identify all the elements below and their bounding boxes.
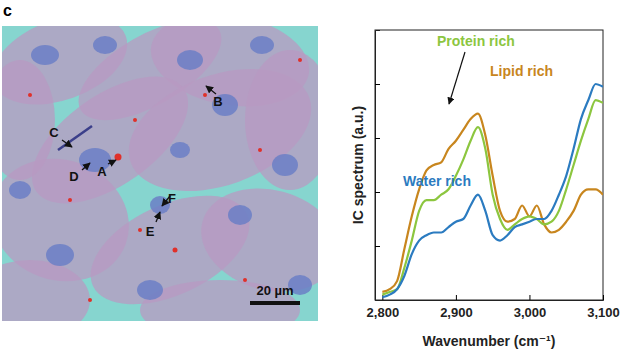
x-tick-label: 2,900	[440, 305, 473, 320]
scale-bar	[250, 301, 300, 305]
series-label-arrow	[449, 52, 465, 104]
fiber	[58, 126, 92, 150]
lipid-droplet	[133, 118, 137, 122]
plot-frame	[375, 30, 603, 300]
label-arrow	[206, 86, 216, 94]
x-axis-line	[376, 295, 604, 301]
series-label: Protein rich	[437, 33, 515, 49]
image-label: C	[49, 125, 59, 140]
nucleus	[137, 280, 163, 300]
x-axis: 2,800 2,900 3,000 3,100	[367, 295, 620, 320]
x-tick-label: 2,800	[367, 305, 400, 320]
scale-bar-label: 20 µm	[256, 283, 293, 298]
nucleus	[93, 36, 117, 54]
label-arrow	[108, 160, 116, 164]
lipid-droplet	[258, 148, 262, 152]
lipid-droplet	[138, 228, 142, 232]
nucleus	[170, 142, 190, 158]
y-tick	[375, 84, 380, 85]
nucleus	[46, 244, 74, 266]
series-label: Water rich	[403, 173, 471, 189]
x-tick: 2,900	[440, 295, 473, 320]
image-label: B	[213, 94, 222, 109]
y-tick-mark	[375, 192, 380, 193]
lipid-droplet	[298, 58, 302, 62]
lipid-droplet	[115, 154, 122, 161]
nucleus	[228, 205, 252, 225]
nucleus	[9, 181, 31, 199]
x-tick-mark	[456, 295, 457, 300]
cytoplasm-region	[140, 280, 300, 321]
nucleus	[272, 154, 298, 176]
x-tick-mark	[529, 295, 530, 300]
y-tick-mark	[375, 84, 380, 85]
x-tick-label: 3,000	[514, 305, 547, 320]
nucleus	[250, 36, 274, 54]
nucleus	[177, 50, 203, 70]
cytoplasm-region	[2, 260, 90, 321]
label-arrow	[82, 163, 90, 170]
image-label: A	[97, 164, 107, 179]
x-tick: 2,800	[367, 295, 400, 320]
series-lines	[382, 84, 603, 297]
x-tick-mark	[603, 295, 604, 300]
lipid-droplet	[68, 198, 72, 202]
y-tick-mark	[375, 246, 380, 247]
image-label: F	[168, 191, 176, 206]
cytoplasm-region	[245, 50, 318, 190]
lipid-droplet	[243, 278, 247, 282]
nucleus	[212, 94, 238, 116]
image-label: E	[146, 224, 155, 239]
y-axis	[375, 31, 380, 301]
y-axis-line	[376, 31, 381, 301]
y-tick	[375, 192, 380, 193]
lipid-droplet	[28, 93, 32, 97]
spectrum-line	[382, 114, 603, 292]
micrograph	[2, 26, 318, 321]
y-tick	[375, 246, 380, 247]
x-tick: 3,000	[514, 295, 547, 320]
cytoplasm-region	[2, 60, 55, 180]
x-axis-title: Wavenumber (cm⁻¹)	[423, 333, 556, 349]
y-tick-mark	[375, 138, 380, 139]
panel-label: c	[3, 2, 12, 19]
y-tick	[375, 138, 380, 139]
x-tick-label: 3,100	[587, 305, 620, 320]
y-axis-title: IC spectrum (a.u.)	[350, 106, 366, 224]
image-label: D	[69, 169, 78, 184]
lipid-droplet	[203, 93, 207, 97]
x-tick: 3,100	[587, 295, 620, 320]
nucleus	[150, 196, 170, 214]
nucleus	[31, 45, 59, 65]
spectrum-line	[382, 100, 603, 294]
lipid-droplet	[173, 248, 178, 253]
figure: c A B C D E F 20 µm 2,800 2,900 3,000 3,100 Wavenumb…	[0, 0, 622, 357]
label-arrow	[156, 212, 160, 222]
spectrum-line	[382, 84, 603, 297]
label-arrow	[62, 140, 72, 147]
series-label: Lipid rich	[490, 63, 553, 79]
lipid-droplet	[88, 298, 92, 302]
